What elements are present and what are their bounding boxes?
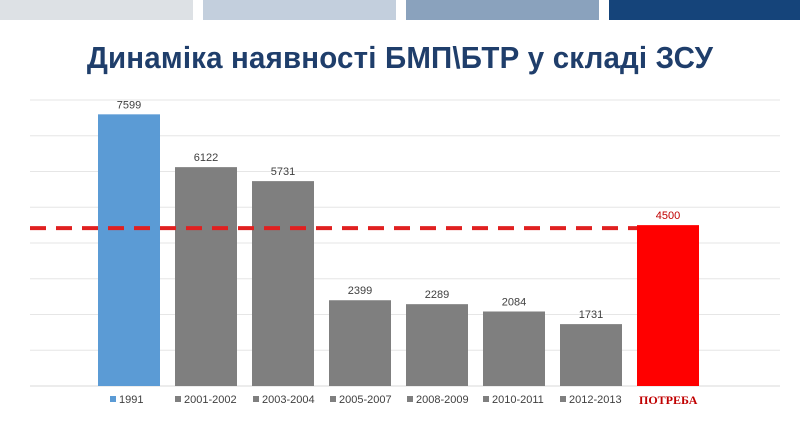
header-band-3 xyxy=(406,0,599,20)
legend-swatch xyxy=(483,396,489,402)
bar-2008-2009 xyxy=(406,304,468,386)
legend-swatch xyxy=(560,396,566,402)
header-band-4 xyxy=(609,0,800,20)
data-label: 5731 xyxy=(271,166,295,178)
legend-item: 2005-2007 xyxy=(339,394,392,406)
data-label: 2399 xyxy=(348,285,372,297)
bar-2001-2002 xyxy=(175,167,237,386)
bar-2003-2004 xyxy=(252,181,314,386)
chart-title: Динаміка наявності БМП\БТР у складі ЗСУ xyxy=(86,40,714,75)
data-label: 2084 xyxy=(502,296,526,308)
legend-item: 1991 xyxy=(119,394,143,406)
legend-swatch xyxy=(110,396,116,402)
bar-ПОТРЕБА xyxy=(637,225,699,386)
legend-swatch xyxy=(253,396,259,402)
bar-2005-2007 xyxy=(329,300,391,386)
header-band-1 xyxy=(0,0,193,20)
legend-item: 2003-2004 xyxy=(262,394,315,406)
bar-2010-2011 xyxy=(483,311,545,386)
legend-item: 2012-2013 xyxy=(569,394,622,406)
legend-item-red: ПОТРЕБА xyxy=(639,393,698,407)
bar-1991 xyxy=(98,114,160,386)
bar-2012-2013 xyxy=(560,324,622,386)
legend-swatch xyxy=(175,396,181,402)
legend-item: 2001-2002 xyxy=(184,394,237,406)
data-label: 7599 xyxy=(117,99,141,111)
legend-swatch xyxy=(330,396,336,402)
data-label: 6122 xyxy=(194,152,218,164)
data-label: 4500 xyxy=(656,210,680,222)
data-label: 2289 xyxy=(425,289,449,301)
legend-swatch xyxy=(407,396,413,402)
data-label: 1731 xyxy=(579,309,603,321)
header-band-2 xyxy=(203,0,396,20)
legend-item: 2008-2009 xyxy=(416,394,469,406)
legend-item: 2010-2011 xyxy=(492,394,544,406)
